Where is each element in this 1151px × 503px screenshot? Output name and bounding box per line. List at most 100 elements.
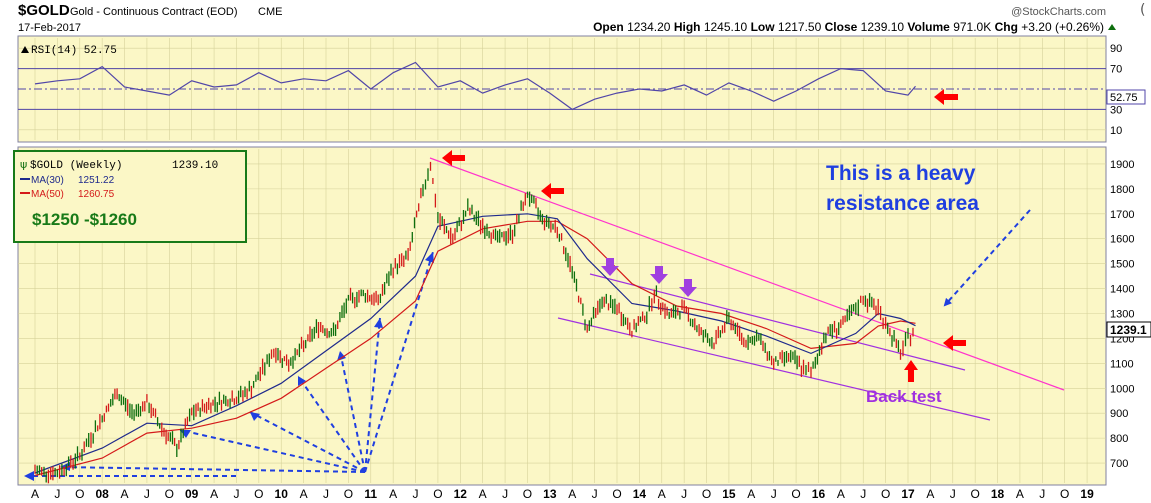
x-tick-label: J [54,487,60,501]
rsi-current-value: 52.75 [1110,92,1138,104]
bottom-dashed-arrowhead [24,471,34,481]
fan-arrowhead [250,412,260,421]
purple-arrow-2 [650,266,668,284]
rsi-legend-icon [21,46,29,53]
fan-arrowhead [374,318,383,328]
annotation-resistance: resistance area [826,192,979,215]
x-tick-label: J [592,487,598,501]
fan-arrowhead [298,376,306,386]
x-tick-label: J [860,487,866,501]
x-tick-label: O [523,487,532,501]
legend-gold-icon: ψ [20,158,27,171]
x-tick-label: 14 [633,487,647,501]
annotation-price-range: $1250 -$1260 [32,210,137,229]
fan-arrowhead [425,252,434,263]
rsi-tick-label: 30 [1110,104,1122,116]
x-tick-label: 16 [812,487,826,501]
x-tick-label: J [950,487,956,501]
price-gridlines [18,149,1106,483]
x-tick-label: J [681,487,687,501]
price-tick-label: 1700 [1110,209,1134,221]
x-tick-label: O [1060,487,1069,501]
x-tick-label: A [210,487,218,501]
rsi-label: RSI(14) 52.75 [31,45,117,57]
price-tick-label: 700 [1110,458,1128,470]
x-tick-label: O [791,487,800,501]
rsi-red-arrow [934,89,958,105]
x-tick-label: A [31,487,39,501]
fan-line [339,350,366,473]
price-axis-ticks: 1900180017001600150014001300120011001000… [1110,159,1134,470]
red-arrow-peak-2011 [442,150,465,166]
x-tick-label: 18 [991,487,1005,501]
rsi-axis-ticks: 90 70 30 10 [1110,43,1122,137]
rsi-series-line [34,61,916,111]
resistance-trendline [429,157,1065,391]
x-tick-label: J [1039,487,1045,501]
fan-arrowhead [337,351,346,361]
chart-date: 17-Feb-2017 [18,22,81,34]
chart-exchange: CME [258,6,282,18]
x-tick-label: O [612,487,621,501]
x-tick-label: A [568,487,576,501]
x-tick-label: A [658,487,666,501]
ma30-line [34,213,916,474]
price-tick-label: 1900 [1110,159,1134,171]
x-tick-label: O [881,487,890,501]
x-tick-label: 08 [95,487,109,501]
x-tick-label: A [121,487,129,501]
x-tick-label: O [970,487,979,501]
x-tick-label: O [433,487,442,501]
chart-symbol: $GOLD [18,2,70,19]
legend-ma30-name: MA(30) [31,175,64,186]
legend-gold-name: $GOLD (Weekly) [30,160,122,172]
x-tick-label: 12 [454,487,468,501]
fan-line [59,466,366,473]
price-tick-label: 900 [1110,408,1128,420]
x-tick-label: O [702,487,711,501]
x-tick-label: A [300,487,308,501]
rsi-tick-label: 10 [1110,125,1122,137]
chart-instrument-name: Gold - Continuous Contract (EOD) [70,6,238,18]
rsi-tick-label: 90 [1110,43,1122,55]
price-bars [34,161,914,484]
price-tick-label: 1000 [1110,383,1134,395]
x-tick-label: J [771,487,777,501]
x-tick-label: A [926,487,934,501]
annotation-back-test: Back test [866,387,942,406]
purple-arrow-1 [601,258,619,276]
x-tick-label: A [1016,487,1024,501]
fan-line [297,375,366,473]
price-tick-label: 1100 [1110,358,1134,370]
last-price-box [1106,321,1151,338]
price-tick-label: 1500 [1110,259,1134,271]
x-tick-label: O [75,487,84,501]
x-tick-label: O [254,487,263,501]
x-tick-label: J [144,487,150,501]
x-tick-label: 17 [901,487,915,501]
x-tick-label: 11 [364,487,377,501]
legend-ma50-name: MA(50) [31,189,64,200]
watermark: @StockCharts.com [1011,6,1106,18]
fan-arrowhead [60,462,70,471]
x-axis-ticks: A J O 08 A J O 09 A J O 10 A J O 11 A J O 12 A J O 13 A J O 14 A J O 15… [31,487,1094,501]
change-up-icon [1108,24,1116,30]
last-price-value: 1239.1 [1110,323,1147,337]
x-tick-label: J [233,487,239,501]
x-tick-label: J [323,487,329,501]
price-tick-label: 1600 [1110,234,1134,246]
x-tick-label: O [165,487,174,501]
x-tick-label: J [502,487,508,501]
legend-ma50-value: 1260.75 [78,189,115,200]
x-tick-label: O [344,487,353,501]
price-tick-label: 1400 [1110,284,1134,296]
annotation-heavy: This is a heavy [826,162,976,185]
x-tick-label: A [837,487,845,501]
ohlc-readout: Open 1234.20 High 1245.10 Low 1217.50 Cl… [593,20,1104,34]
x-tick-label: 09 [185,487,199,501]
price-legend-box [13,150,247,243]
x-tick-label: 19 [1080,487,1094,501]
purple-arrow-3 [679,279,697,297]
price-tick-label: 1300 [1110,309,1134,321]
